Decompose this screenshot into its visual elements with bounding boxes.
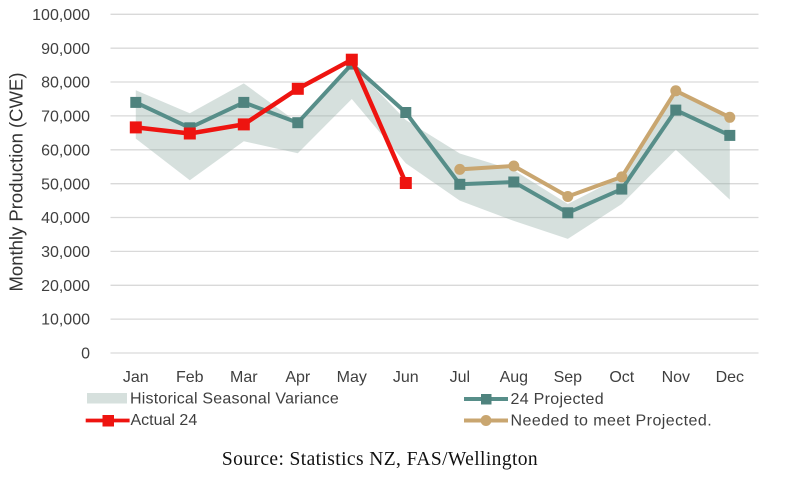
svg-text:Apr: Apr xyxy=(285,369,311,386)
svg-text:Needed to meet Projected.: Needed to meet Projected. xyxy=(511,413,713,430)
svg-text:50,000: 50,000 xyxy=(41,176,90,193)
svg-text:24 Projected: 24 Projected xyxy=(511,391,604,408)
svg-text:Feb: Feb xyxy=(176,369,204,386)
svg-text:Aug: Aug xyxy=(500,369,528,386)
svg-text:Jul: Jul xyxy=(450,369,470,386)
svg-text:80,000: 80,000 xyxy=(41,75,90,92)
svg-text:100,000: 100,000 xyxy=(32,7,90,24)
svg-text:0: 0 xyxy=(81,346,90,363)
svg-text:Source: Statistics NZ, FAS/Wel: Source: Statistics NZ, FAS/Wellington xyxy=(222,449,538,470)
svg-text:Oct: Oct xyxy=(609,369,634,386)
svg-text:Mar: Mar xyxy=(230,369,258,386)
svg-text:90,000: 90,000 xyxy=(41,41,90,58)
svg-text:Monthly Production (CWE): Monthly Production (CWE) xyxy=(6,73,27,292)
svg-text:May: May xyxy=(337,369,367,386)
svg-text:Actual 24: Actual 24 xyxy=(131,412,198,429)
svg-text:60,000: 60,000 xyxy=(41,142,90,159)
svg-text:Jan: Jan xyxy=(123,369,149,386)
svg-text:30,000: 30,000 xyxy=(41,244,90,261)
svg-text:Historical Seasonal Variance: Historical Seasonal Variance xyxy=(130,391,339,408)
svg-text:10,000: 10,000 xyxy=(41,312,90,329)
svg-text:40,000: 40,000 xyxy=(41,210,90,227)
svg-text:20,000: 20,000 xyxy=(41,278,90,295)
svg-text:70,000: 70,000 xyxy=(41,109,90,126)
svg-text:Sep: Sep xyxy=(554,369,583,386)
svg-text:Jun: Jun xyxy=(393,369,419,386)
svg-text:Nov: Nov xyxy=(662,369,690,386)
svg-text:Dec: Dec xyxy=(716,369,744,386)
